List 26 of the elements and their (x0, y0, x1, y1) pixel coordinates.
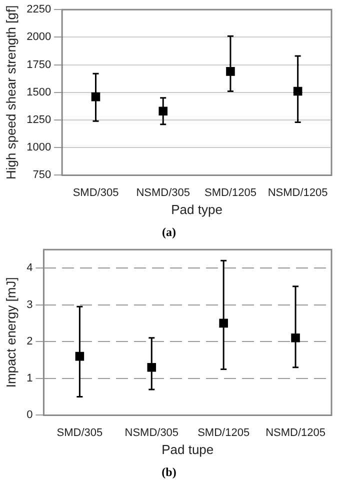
text: (b) (162, 465, 176, 479)
x-tick-label: NSMD/1205 (268, 186, 328, 199)
x-tick-label: NSMD/305 (136, 186, 190, 199)
y-tick-label: 2000 (26, 31, 52, 44)
y-tick-label: 1500 (26, 86, 52, 98)
y-tick-label: 4 (26, 262, 33, 274)
x-axis-title: Pad type (171, 202, 222, 217)
x-tick-label: NSMD/305 (124, 426, 179, 439)
y-tick-label: 1750 (26, 58, 52, 71)
x-axis-title: Pad tupe (162, 442, 214, 457)
y-tick-label: 1000 (26, 142, 52, 154)
x-tick-label: SMD/1205 (204, 186, 256, 199)
y-tick-label: 2250 (26, 4, 52, 16)
y-axis-title: Impact energy [mJ] (3, 277, 18, 388)
x-tick-label: SMD/305 (72, 186, 119, 199)
y-axis-title: High speed shear strength [gf] (3, 5, 18, 180)
y-tick-label: 0 (26, 409, 33, 422)
y-tick-label: 2 (26, 336, 33, 348)
y-tick-label: 1250 (26, 114, 52, 126)
y-tick-label: 750 (32, 169, 52, 182)
x-tick-label: SMD/305 (56, 426, 103, 439)
y-tick-label: 1 (26, 372, 33, 384)
y-tick-label: 3 (26, 298, 33, 311)
text: (a) (162, 225, 176, 239)
x-tick-label: SMD/1205 (198, 426, 250, 439)
x-tick-label: NSMD/1205 (266, 426, 326, 439)
